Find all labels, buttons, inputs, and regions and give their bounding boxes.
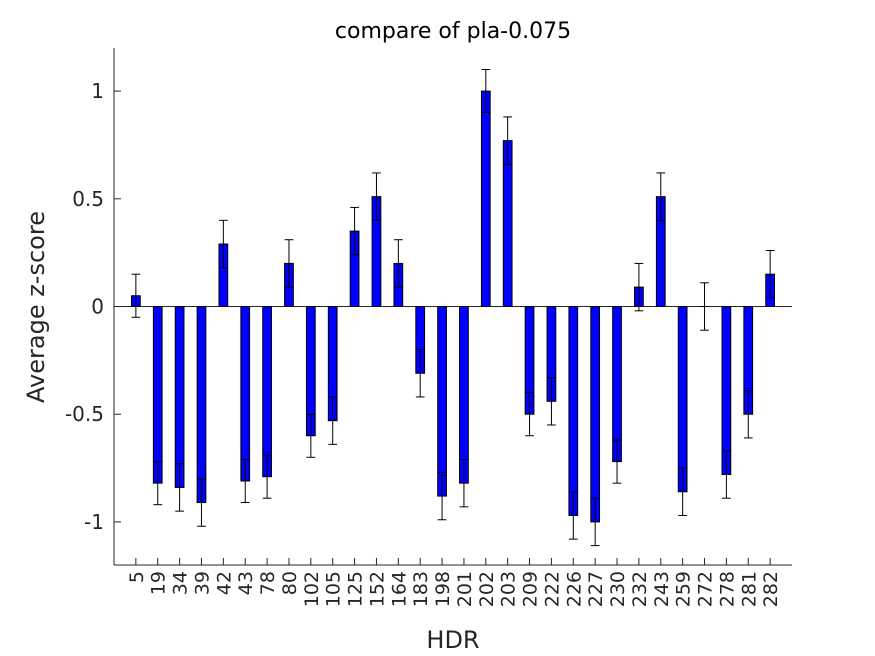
x-tick-label: 230 <box>607 571 629 607</box>
x-tick-label: 39 <box>191 571 213 595</box>
y-tick-label: -0.5 <box>65 402 104 426</box>
x-tick-label: 281 <box>738 571 760 607</box>
bar <box>502 140 513 307</box>
chart-title: compare of pla-0.075 <box>335 19 571 44</box>
x-tick-label: 5 <box>126 571 148 583</box>
x-tick-label: 272 <box>695 571 717 607</box>
bar <box>174 306 185 488</box>
x-tick-label: 43 <box>235 571 257 595</box>
x-tick-label: 42 <box>213 571 235 595</box>
x-tick-label: 232 <box>629 571 651 607</box>
bar <box>152 306 163 484</box>
x-tick-label: 152 <box>366 571 388 607</box>
bar <box>262 306 272 478</box>
bar <box>196 306 207 504</box>
y-tick-label: -1 <box>84 510 104 534</box>
x-tick-label: 183 <box>410 571 432 607</box>
x-axis-label: HDR <box>426 626 479 654</box>
x-tick-label: 80 <box>279 571 301 595</box>
y-axis-label: Average z-score <box>22 211 50 403</box>
bar <box>721 306 732 476</box>
y-tick-label: 0.5 <box>72 187 104 211</box>
x-tick-label: 209 <box>520 571 542 607</box>
x-tick-label: 278 <box>716 571 738 607</box>
bar <box>437 306 447 497</box>
bar <box>480 90 491 308</box>
x-tick-label: 202 <box>476 571 498 607</box>
y-tick-label: 1 <box>91 79 104 103</box>
bar <box>677 306 688 493</box>
x-tick-label: 34 <box>170 571 192 595</box>
bar <box>590 306 601 523</box>
x-tick-label: 282 <box>760 571 782 607</box>
x-tick-label: 164 <box>388 571 410 607</box>
x-tick-label: 198 <box>432 571 454 607</box>
x-tick-label: 125 <box>345 571 367 607</box>
bar <box>612 306 622 463</box>
bar <box>459 306 469 484</box>
x-tick-label: 105 <box>323 571 345 607</box>
x-tick-label: 226 <box>563 571 585 607</box>
x-tick-label: 222 <box>541 571 563 607</box>
x-tick-label: 201 <box>454 571 476 607</box>
x-tick-label: 227 <box>585 571 607 607</box>
x-tick-label: 78 <box>257 571 279 595</box>
bar <box>568 306 579 516</box>
x-tick-label: 19 <box>148 571 170 595</box>
x-tick-label: 203 <box>498 571 520 607</box>
x-tick-label: 102 <box>301 571 323 607</box>
x-tick-label: 243 <box>651 571 673 607</box>
plot-area: 1 0.5 0 -0.5 -1 5 19 34 39 42 43 78 80 102 105 125 152 16… <box>65 48 792 607</box>
x-tick-label: 259 <box>673 571 695 607</box>
bar <box>240 306 251 482</box>
y-tick-label: 0 <box>91 295 104 319</box>
